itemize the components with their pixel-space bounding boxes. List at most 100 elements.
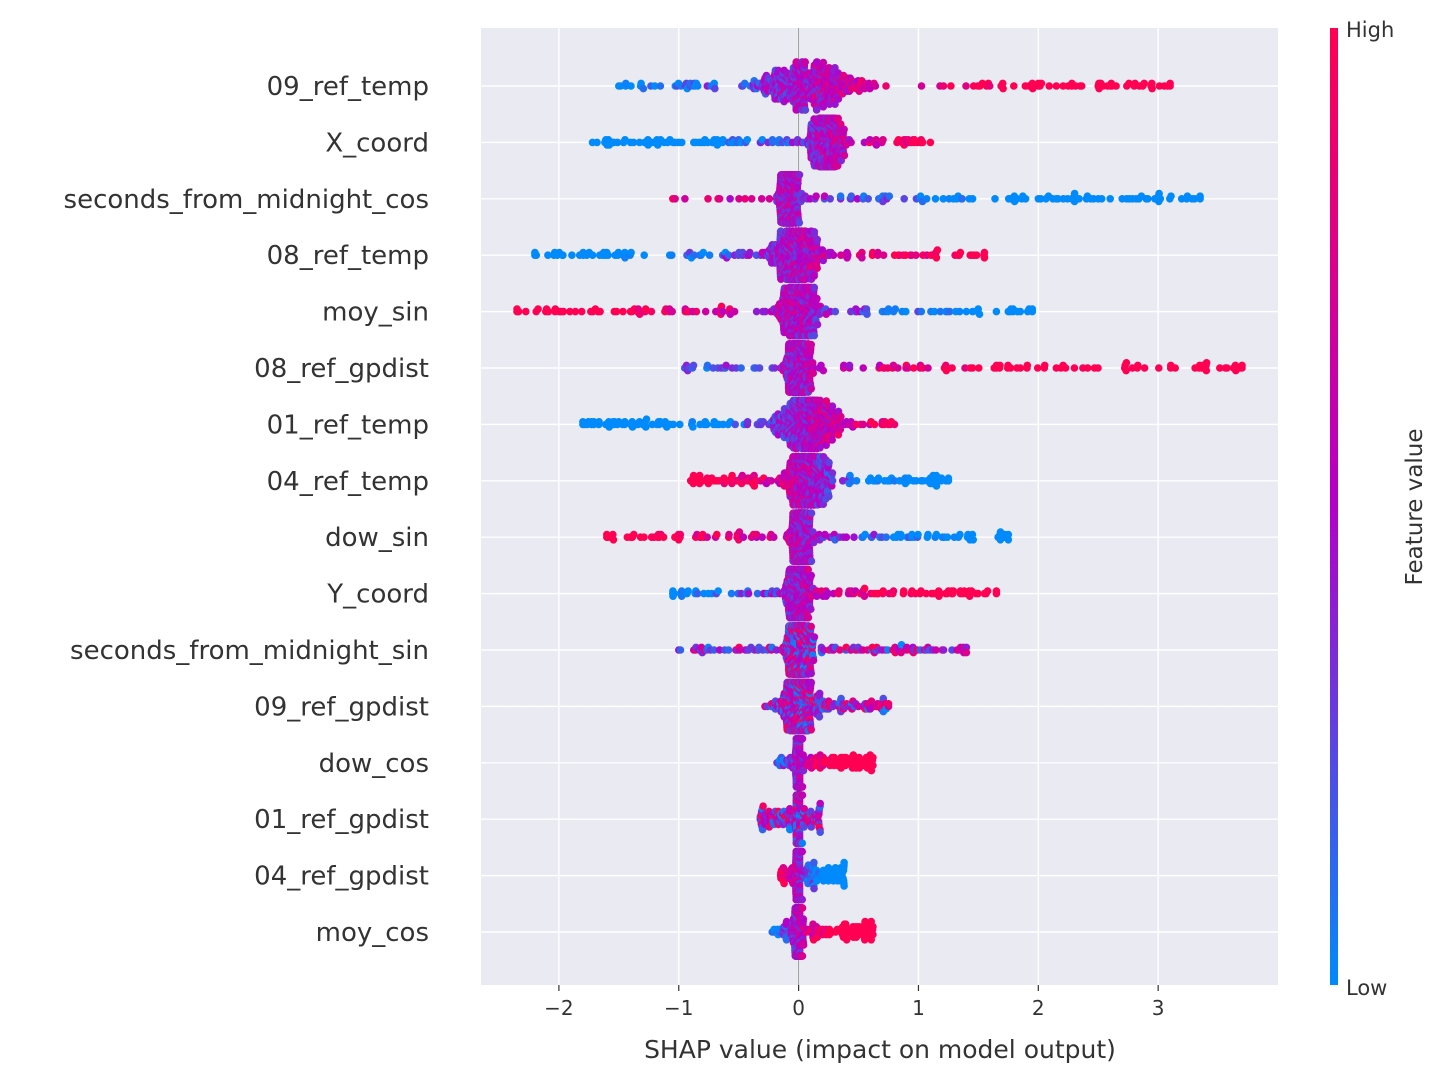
shap-point: [689, 361, 698, 370]
shap-point: [826, 195, 834, 203]
shap-point: [840, 125, 848, 134]
shap-point: [1040, 361, 1049, 370]
shap-point: [727, 589, 736, 598]
shap-point: [609, 536, 618, 544]
shap-point: [933, 246, 942, 254]
shap-point: [813, 58, 821, 66]
shap-point: [949, 587, 958, 595]
shap-point: [1037, 195, 1045, 203]
shap-point: [847, 192, 856, 200]
shap-point: [1037, 79, 1046, 88]
shap-point: [693, 82, 702, 90]
shap-point: [828, 477, 837, 485]
shap-point: [899, 587, 908, 595]
shap-point: [890, 420, 899, 429]
shap-point: [544, 307, 553, 316]
shap-point: [944, 474, 953, 483]
shap-point: [939, 195, 948, 203]
shap-point: [858, 248, 866, 257]
shap-point: [731, 420, 739, 429]
shap-point: [522, 307, 530, 316]
shap-point: [752, 307, 761, 316]
shap-point: [902, 307, 910, 316]
shap-point: [656, 82, 665, 90]
shap-point: [847, 138, 855, 147]
shap-point: [870, 420, 879, 429]
shap-point: [807, 385, 815, 393]
shap-point: [514, 307, 523, 316]
shap-point: [692, 307, 701, 316]
shap-point: [726, 195, 734, 203]
shap-point: [945, 307, 954, 316]
shap-point: [730, 307, 739, 316]
shap-point: [1140, 364, 1149, 372]
data-points: [513, 58, 1246, 960]
shap-point: [828, 402, 837, 411]
shap-point: [975, 310, 984, 319]
shap-point: [619, 307, 627, 316]
shap-point: [807, 509, 816, 517]
shap-point: [758, 136, 767, 144]
shap-point: [948, 364, 956, 372]
shap-point: [761, 307, 770, 316]
shap-point: [958, 195, 966, 203]
shap-point: [955, 307, 964, 316]
shap-point: [836, 192, 845, 200]
shap-point: [1223, 364, 1231, 372]
shap-point: [627, 82, 635, 90]
shap-point: [1010, 82, 1018, 90]
shap-point: [532, 251, 541, 259]
shap-point: [1140, 79, 1148, 88]
shap-point: [544, 251, 552, 259]
shap-point: [568, 251, 576, 259]
shap-point: [879, 251, 888, 259]
shap-point: [719, 136, 727, 144]
shap-point: [747, 195, 756, 203]
shap-point: [1106, 195, 1114, 203]
shap-point: [936, 307, 945, 316]
shap-point: [917, 82, 926, 90]
shap-point: [1112, 82, 1120, 90]
shap-point: [812, 106, 821, 114]
shap-point: [719, 307, 727, 316]
shap-point: [853, 195, 862, 203]
shap-point: [885, 192, 894, 200]
shap-point: [1166, 79, 1174, 88]
shap-point: [577, 307, 586, 316]
shap-point: [715, 195, 724, 203]
shap-point: [879, 136, 887, 144]
shap-point: [825, 492, 833, 501]
shap-point: [969, 536, 977, 544]
shap-point: [604, 251, 612, 259]
shap-point: [1156, 195, 1165, 203]
shap-point: [962, 307, 971, 316]
shap-point: [1097, 195, 1106, 203]
shap-point: [926, 138, 935, 147]
shap-point: [956, 248, 965, 257]
shap-point: [746, 248, 754, 257]
shap-point: [559, 307, 568, 316]
shap-point: [992, 307, 1001, 316]
shap-point: [1016, 364, 1025, 372]
shap-point: [931, 195, 940, 203]
shap-point: [834, 95, 843, 103]
shap-point: [831, 307, 840, 316]
shap-point: [642, 423, 650, 431]
shap-point: [914, 530, 922, 539]
shap-point: [850, 533, 858, 541]
shap-point: [713, 530, 721, 539]
shap-point: [1202, 366, 1211, 375]
shap-point: [1094, 364, 1102, 372]
shap-point: [968, 195, 977, 203]
shap-point: [743, 136, 752, 144]
shap-point: [588, 251, 597, 259]
shap-point: [1171, 364, 1179, 372]
shap-point: [801, 58, 809, 66]
shap-point: [825, 458, 833, 467]
shap-point: [807, 557, 816, 565]
shap-point: [922, 195, 931, 203]
shap-point: [962, 82, 970, 90]
shap-point: [1052, 82, 1061, 90]
shap-point: [770, 533, 778, 541]
